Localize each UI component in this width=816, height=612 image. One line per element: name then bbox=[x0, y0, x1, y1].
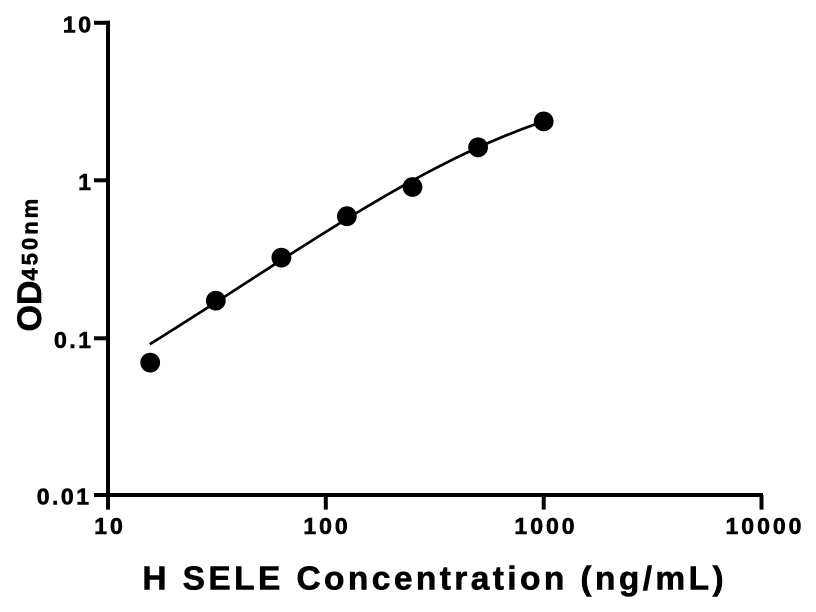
svg-text:H SELE Concentration (ng/mL): H SELE Concentration (ng/mL) bbox=[142, 560, 727, 597]
svg-text:10: 10 bbox=[63, 11, 94, 37]
svg-text:0.1: 0.1 bbox=[54, 327, 93, 353]
svg-text:1: 1 bbox=[78, 169, 93, 195]
svg-text:10: 10 bbox=[94, 513, 126, 539]
svg-text:1000: 1000 bbox=[514, 513, 577, 539]
svg-text:10000: 10000 bbox=[726, 513, 805, 539]
svg-text:100: 100 bbox=[303, 513, 350, 539]
svg-text:0.01: 0.01 bbox=[37, 484, 92, 510]
